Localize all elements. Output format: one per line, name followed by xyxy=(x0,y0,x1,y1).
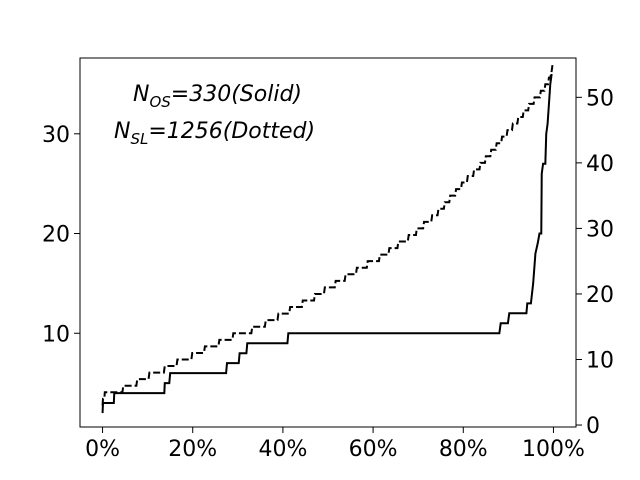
x-tick-label: 40% xyxy=(258,437,307,462)
y-right-tick-label: 50 xyxy=(586,86,614,111)
y-right-tick-label: 30 xyxy=(586,217,614,242)
x-tick-label: 20% xyxy=(168,437,217,462)
y-left-tick-label: 30 xyxy=(42,123,70,148)
annotation-layer: NOS=330(Solid) NSL=1256(Dotted) xyxy=(114,82,315,148)
y-right-tick-label: 20 xyxy=(586,283,614,308)
annotation-os: NOS=330(Solid) xyxy=(133,82,302,111)
plot-frame xyxy=(79,57,577,428)
y-right-tick-label: 10 xyxy=(586,348,614,373)
x-tick-label: 60% xyxy=(349,437,398,462)
ticks-layer: 0% 20% 40% 60% 80% 100% 10 20 30 0 10 20 30 40 50 xyxy=(42,86,614,462)
y-left-tick-label: 20 xyxy=(42,223,70,248)
x-tick-label: 80% xyxy=(439,437,488,462)
y-left-tick-label: 10 xyxy=(42,322,70,347)
annotation-sl: NSL=1256(Dotted) xyxy=(114,119,315,148)
x-tick-label: 0% xyxy=(85,437,120,462)
x-tick-label: 100% xyxy=(522,437,585,462)
y-right-tick-label: 40 xyxy=(586,152,614,177)
series-solid-line xyxy=(101,73,553,414)
y-right-tick-label: 0 xyxy=(586,414,600,439)
series-dotted-line xyxy=(101,64,554,406)
series-layer xyxy=(101,64,554,414)
